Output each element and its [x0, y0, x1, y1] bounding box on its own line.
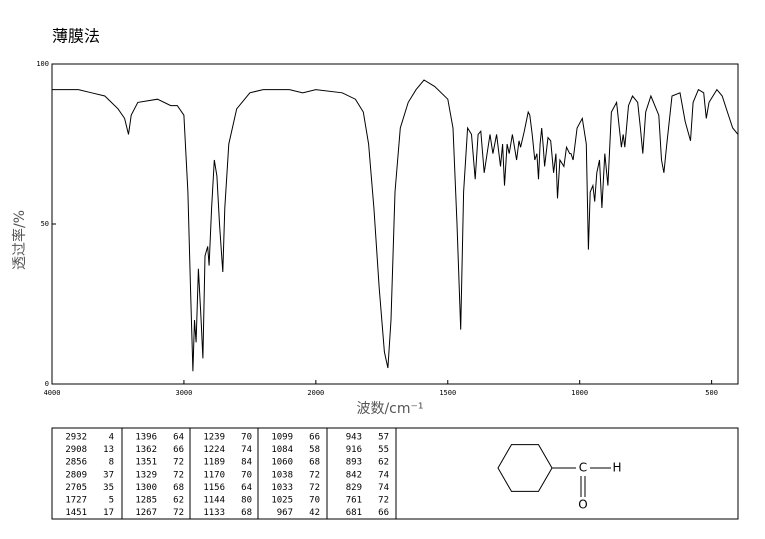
table-transmittance: 4 [109, 433, 114, 443]
table-transmittance: 68 [309, 458, 320, 468]
table-wavenumber: 1396 [135, 433, 157, 443]
plot-frame [51, 63, 739, 385]
table-wavenumber: 2705 [65, 483, 87, 493]
table-transmittance: 70 [241, 470, 252, 480]
table-transmittance: 57 [378, 433, 389, 443]
table-wavenumber: 842 [346, 470, 362, 480]
table-transmittance: 70 [241, 433, 252, 443]
table-transmittance: 72 [173, 458, 184, 468]
table-wavenumber: 1025 [271, 496, 293, 506]
table-wavenumber: 1239 [203, 433, 225, 443]
table-transmittance: 37 [103, 470, 114, 480]
table-transmittance: 72 [309, 483, 320, 493]
y-tick-label: 0 [45, 380, 49, 388]
table-wavenumber: 1300 [135, 483, 157, 493]
table-transmittance: 64 [173, 433, 184, 443]
table-wavenumber: 1224 [203, 445, 225, 455]
table-wavenumber: 967 [277, 508, 293, 518]
table-transmittance: 42 [309, 508, 320, 518]
table-transmittance: 58 [309, 445, 320, 455]
table-wavenumber: 1451 [65, 508, 87, 518]
table-transmittance: 66 [173, 445, 184, 455]
table-transmittance: 13 [103, 445, 114, 455]
x-tick-label: 1000 [571, 389, 588, 397]
table-wavenumber: 943 [346, 433, 362, 443]
table-transmittance: 72 [173, 470, 184, 480]
table-transmittance: 8 [109, 458, 114, 468]
table-frame [51, 427, 739, 520]
x-tick-label: 500 [705, 389, 718, 397]
table-wavenumber: 1084 [271, 445, 293, 455]
table-transmittance: 68 [241, 508, 252, 518]
table-transmittance: 74 [378, 483, 389, 493]
table-transmittance: 72 [378, 496, 389, 506]
table-wavenumber: 1329 [135, 470, 157, 480]
table-transmittance: 72 [173, 508, 184, 518]
table-wavenumber: 1170 [203, 470, 225, 480]
table-wavenumber: 2809 [65, 470, 87, 480]
table-transmittance: 68 [173, 483, 184, 493]
table-wavenumber: 1099 [271, 433, 293, 443]
table-wavenumber: 681 [346, 508, 362, 518]
x-axis-label: 波数/cm⁻¹ [356, 401, 423, 417]
table-wavenumber: 829 [346, 483, 362, 493]
table-wavenumber: 2932 [65, 433, 87, 443]
table-wavenumber: 1189 [203, 458, 225, 468]
table-wavenumber: 1285 [135, 496, 157, 506]
cyclohexane-ring [497, 444, 553, 492]
table-wavenumber: 761 [346, 496, 362, 506]
atom-label: H [612, 461, 621, 475]
table-wavenumber: 916 [346, 445, 362, 455]
table-wavenumber: 1133 [203, 508, 225, 518]
table-transmittance: 66 [378, 508, 389, 518]
table-transmittance: 62 [378, 458, 389, 468]
x-tick-label: 4000 [44, 389, 61, 397]
table-transmittance: 62 [173, 496, 184, 506]
table-transmittance: 35 [103, 483, 114, 493]
table-wavenumber: 1038 [271, 470, 293, 480]
table-transmittance: 70 [309, 496, 320, 506]
x-tick-label: 1500 [439, 389, 456, 397]
table-wavenumber: 1144 [203, 496, 225, 506]
table-wavenumber: 1033 [271, 483, 293, 493]
table-wavenumber: 2856 [65, 458, 87, 468]
table-wavenumber: 1267 [135, 508, 157, 518]
table-wavenumber: 893 [346, 458, 362, 468]
table-wavenumber: 1362 [135, 445, 157, 455]
x-tick-label: 3000 [175, 389, 192, 397]
table-transmittance: 72 [309, 470, 320, 480]
table-transmittance: 66 [309, 433, 320, 443]
table-transmittance: 80 [241, 496, 252, 506]
chart-title: 薄膜法 [52, 27, 100, 46]
atom-label: O [578, 498, 587, 512]
spectrum-line [52, 79, 739, 372]
table-transmittance: 5 [109, 496, 114, 506]
atom-label: C [579, 461, 587, 475]
table-wavenumber: 1060 [271, 458, 293, 468]
table-transmittance: 74 [378, 470, 389, 480]
y-tick-label: 100 [36, 60, 49, 68]
table-wavenumber: 1156 [203, 483, 225, 493]
table-transmittance: 74 [241, 445, 252, 455]
structure [497, 444, 611, 497]
y-axis-label: 透过率/% [11, 210, 28, 270]
table-wavenumber: 2908 [65, 445, 87, 455]
table-transmittance: 55 [378, 445, 389, 455]
table-wavenumber: 1351 [135, 458, 157, 468]
table-transmittance: 84 [241, 458, 252, 468]
y-tick-label: 50 [41, 220, 49, 228]
table-transmittance: 17 [103, 508, 114, 518]
table-wavenumber: 1727 [65, 496, 87, 506]
x-tick-label: 2000 [307, 389, 324, 397]
table-transmittance: 64 [241, 483, 252, 493]
